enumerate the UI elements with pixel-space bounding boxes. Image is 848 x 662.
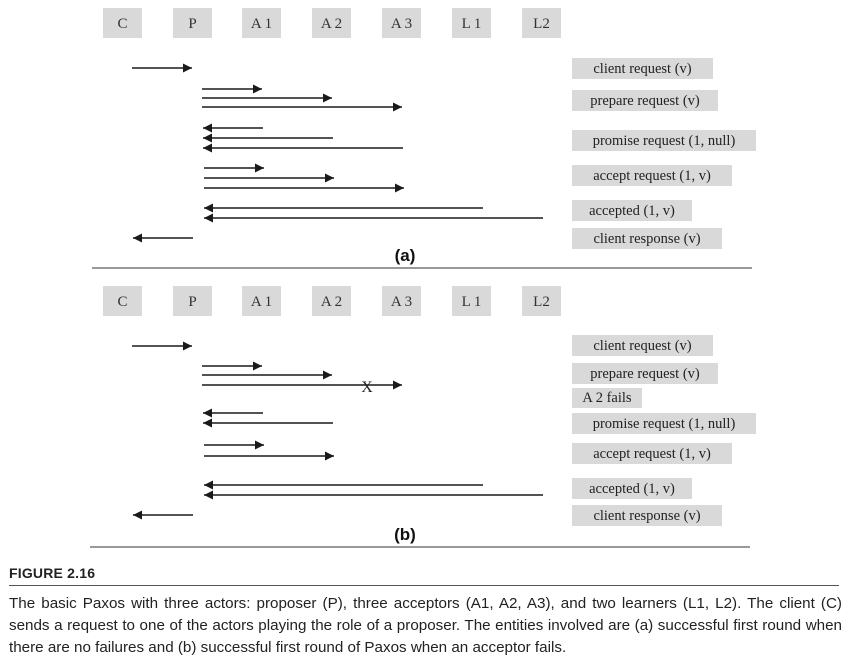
svg-text:client request (v): client request (v) — [593, 338, 691, 354]
actor-a1: A 1 — [242, 286, 281, 316]
msg-promise-request: promise request (1, null) — [572, 413, 756, 434]
svg-text:A 2: A 2 — [321, 294, 342, 310]
msg-accepted: accepted (1, v) — [572, 478, 692, 499]
svg-text:promise request (1, null): promise request (1, null) — [593, 133, 736, 149]
actor-l1: L 1 — [452, 286, 491, 316]
svg-text:L2: L2 — [533, 16, 550, 32]
actor-a3: A 3 — [382, 8, 421, 38]
figure-title-rule — [9, 585, 839, 586]
actor-row-b: C P A 1 A 2 A 3 L 1 L2 — [103, 286, 561, 316]
actor-l2: L2 — [522, 286, 561, 316]
actor-l1: L 1 — [452, 8, 491, 38]
svg-text:promise request (1, null): promise request (1, null) — [593, 416, 736, 432]
figure-title: FIGURE 2.16 — [9, 565, 96, 581]
panel-label-b: (b) — [394, 525, 416, 544]
failure-x-mark: X — [361, 379, 373, 396]
panel-a: C P A 1 A 2 A 3 L 1 L2 client request (v… — [92, 8, 756, 269]
actor-a2: A 2 — [312, 286, 351, 316]
actor-row-a: C P A 1 A 2 A 3 L 1 L2 — [103, 8, 561, 38]
actor-p: P — [173, 8, 212, 38]
actor-a2: A 2 — [312, 8, 351, 38]
msg-accept-request: accept request (1, v) — [572, 443, 732, 464]
arrows-a — [132, 63, 543, 243]
failure-note: A 2 fails — [572, 388, 642, 408]
svg-text:client response (v): client response (v) — [593, 508, 700, 524]
msg-accept-request: accept request (1, v) — [572, 165, 732, 186]
actor-a1: A 1 — [242, 8, 281, 38]
svg-text:prepare request (v): prepare request (v) — [590, 93, 700, 109]
svg-text:A 3: A 3 — [391, 294, 412, 310]
svg-text:C: C — [117, 16, 127, 32]
svg-text:client request (v): client request (v) — [593, 61, 691, 77]
svg-text:accept request (1, v): accept request (1, v) — [593, 168, 711, 184]
message-labels-b: client request (v) prepare request (v) A… — [572, 335, 756, 526]
svg-text:A 1: A 1 — [251, 294, 272, 310]
actor-a3: A 3 — [382, 286, 421, 316]
svg-text:accepted (1, v): accepted (1, v) — [589, 481, 675, 497]
msg-client-request: client request (v) — [572, 335, 713, 356]
svg-text:P: P — [188, 16, 196, 32]
panel-label-a: (a) — [395, 246, 416, 265]
msg-prepare-request: prepare request (v) — [572, 90, 718, 111]
msg-client-request: client request (v) — [572, 58, 713, 79]
svg-text:client response (v): client response (v) — [593, 231, 700, 247]
svg-text:C: C — [117, 294, 127, 310]
svg-text:P: P — [188, 294, 196, 310]
msg-accepted: accepted (1, v) — [572, 200, 692, 221]
actor-c: C — [103, 286, 142, 316]
figure-caption: The basic Paxos with three actors: propo… — [9, 595, 842, 656]
message-labels-a: client request (v) prepare request (v) p… — [572, 58, 756, 249]
msg-client-response: client response (v) — [572, 228, 722, 249]
panel-b: C P A 1 A 2 A 3 L 1 L2 X client request … — [90, 286, 756, 548]
msg-prepare-request: prepare request (v) — [572, 363, 718, 384]
svg-text:L 1: L 1 — [462, 294, 482, 310]
msg-client-response: client response (v) — [572, 505, 722, 526]
svg-text:A 1: A 1 — [251, 16, 272, 32]
msg-promise-request: promise request (1, null) — [572, 130, 756, 151]
svg-text:prepare request (v): prepare request (v) — [590, 366, 700, 382]
svg-text:accepted (1, v): accepted (1, v) — [589, 203, 675, 219]
svg-text:A 3: A 3 — [391, 16, 412, 32]
svg-text:L2: L2 — [533, 294, 550, 310]
svg-text:L 1: L 1 — [462, 16, 482, 32]
actor-p: P — [173, 286, 212, 316]
actor-c: C — [103, 8, 142, 38]
arrows-b — [132, 341, 543, 520]
svg-text:accept request (1, v): accept request (1, v) — [593, 446, 711, 462]
paxos-sequence-diagram: C P A 1 A 2 A 3 L 1 L2 client request (v… — [90, 8, 756, 548]
actor-l2: L2 — [522, 8, 561, 38]
svg-text:A 2 fails: A 2 fails — [582, 390, 631, 406]
svg-text:A 2: A 2 — [321, 16, 342, 32]
